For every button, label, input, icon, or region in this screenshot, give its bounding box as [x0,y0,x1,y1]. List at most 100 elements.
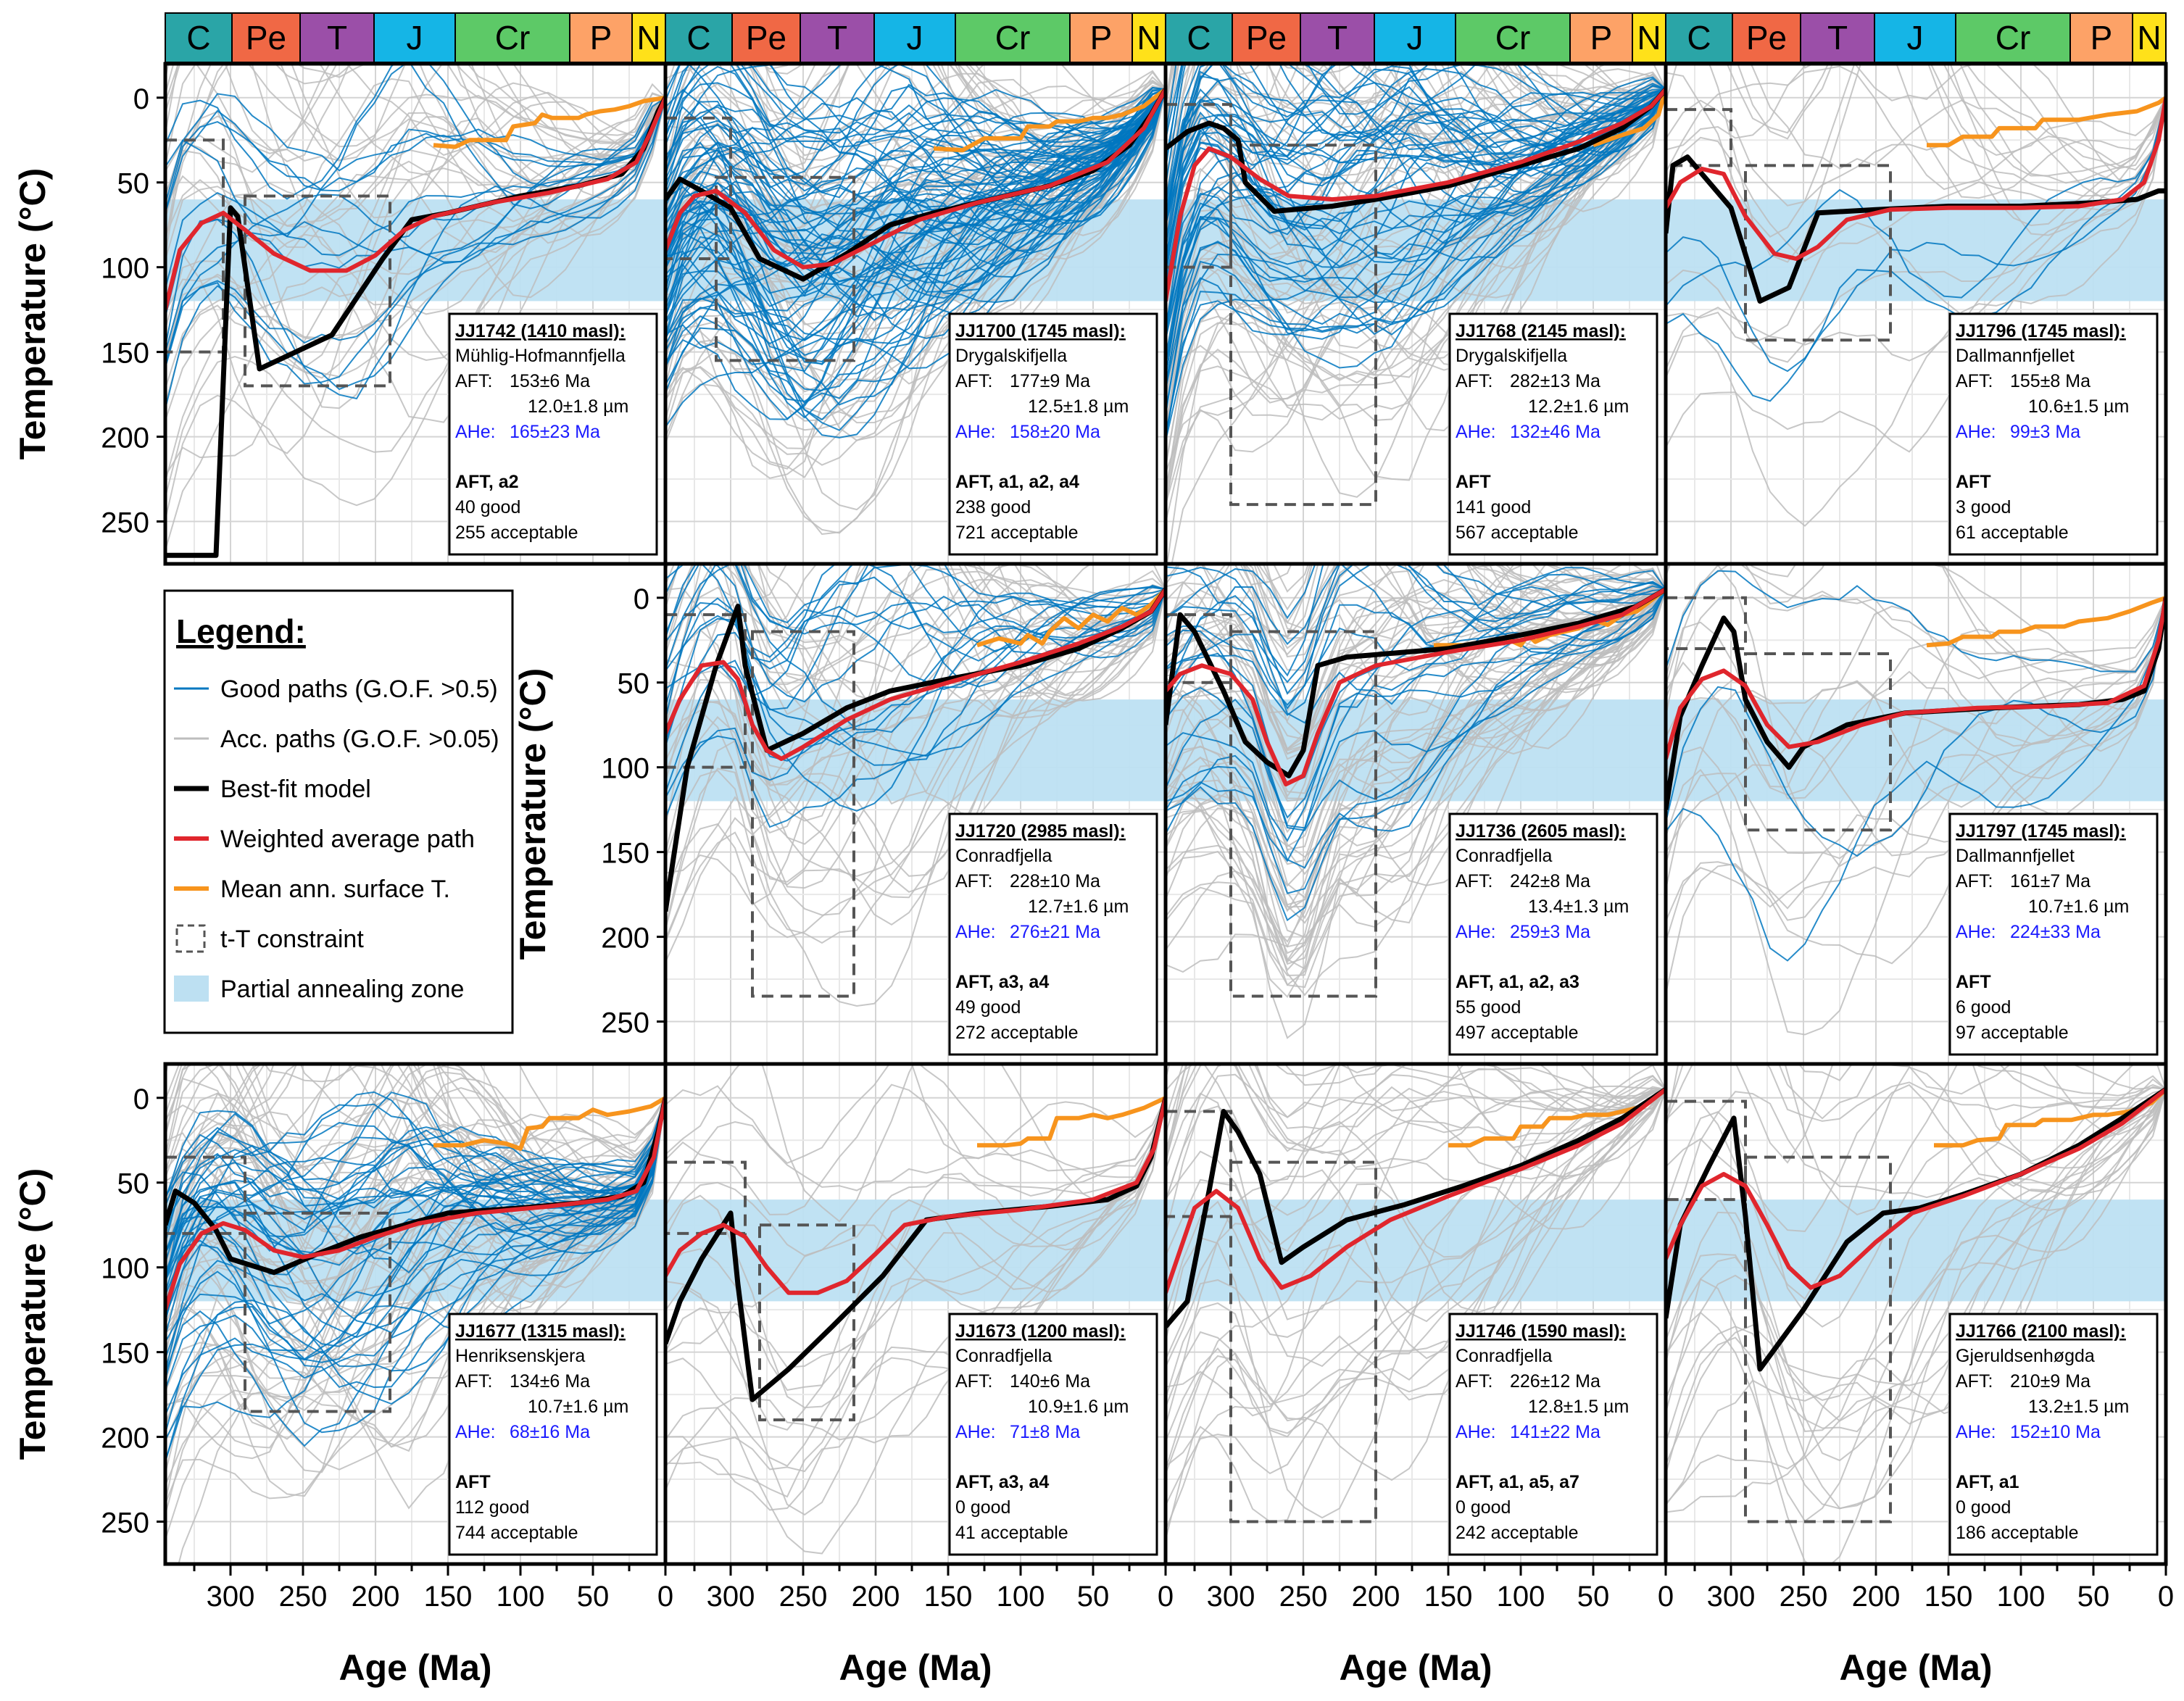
acceptable-path [665,88,1166,536]
x-tick-label: 200 [852,1581,900,1613]
acceptable-path [1166,1085,1666,1360]
period-box [1132,12,1166,63]
x-tick-label: 100 [497,1581,545,1613]
x-tick-label: 250 [279,1581,328,1613]
track-length: 10.7±1.6 µm [528,1397,628,1417]
tT-constraint-box [1229,1160,1377,1523]
y-tick-label: 200 [601,923,649,955]
x-axis-label: Age (Ma) [1339,1647,1492,1688]
good-path [165,1097,665,1273]
acceptable-path [1166,589,1666,964]
ahe-label: AHe: [455,422,496,442]
good-count: 0 good [1456,1497,1511,1518]
legend-item-label: Best-fit model [220,775,371,803]
acceptable-path [1666,97,2166,207]
acceptable-path [1801,64,2166,184]
good-path [165,97,665,385]
y-tick-label: 50 [117,168,150,200]
good-path [1166,68,1666,212]
plot-area [1166,1064,1666,1564]
period-label: J [1407,19,1424,57]
sample-info-box [1448,812,1658,1056]
good-path [665,88,1166,391]
acceptable-count: 242 acceptable [1456,1523,1579,1543]
period-label: C [1687,19,1711,57]
aft-label: AFT: [955,1371,992,1392]
y-tick-label: 250 [101,507,149,539]
aft-label: AFT: [1956,371,1993,391]
acceptable-path [165,1064,665,1263]
aft-label: AFT: [1456,1371,1492,1392]
legend-swatch-paz [174,976,209,1002]
acceptable-path [165,1064,665,1265]
acceptable-path [1666,1089,2166,1238]
acceptable-path [1166,1089,1666,1540]
panels: JJ1742 (1410 masl): Mühlig-Hofmannfjella A… [12,62,2174,1688]
acceptable-path [1666,1089,2166,1513]
acceptable-path [1666,1089,2166,1523]
ahe-label: AHe: [955,922,996,942]
track-length: 12.7±1.6 µm [1028,897,1129,917]
aft-label: AFT: [455,1371,492,1392]
acceptable-path [665,88,1166,431]
ahe-age: 132±46 Ma [1510,422,1600,442]
acceptable-path [665,88,1166,393]
good-path [665,88,1166,247]
sample-info-box [948,1313,1158,1556]
acceptable-path [1798,1064,2166,1097]
best-fit-path [165,1097,665,1276]
panel: JJ1766 (2100 masl): Gjeruldsenhøgda AFT: 21… [1664,1062,2174,1688]
sample-location: Drygalskifjella [1456,346,1567,366]
panel: JJ1796 (1745 masl): Dallmannfjellet AFT: 15… [1664,62,2168,566]
good-path [165,1097,665,1347]
legend-title: Legend: [176,612,306,650]
aft-age: 228±10 Ma [1010,871,1100,891]
acceptable-path [665,1097,1166,1467]
acceptable-path [1243,564,1666,624]
acceptable-path [1666,594,2166,699]
good-path [1166,64,1666,249]
good-path [165,1097,665,1462]
model-name: AFT [1956,472,1991,492]
good-path [1166,82,1666,220]
model-name: AFT [1456,472,1491,492]
panel: JJ1736 (2605 masl): Conradfjella AFT: 242±8… [1163,562,1668,1066]
x-tick-label: 100 [1997,1581,2046,1613]
y-tick-label: 250 [601,1007,649,1039]
sample-info-box [1948,812,2159,1056]
period-box [800,12,875,63]
ahe-label: AHe: [955,422,996,442]
sample-location: Dallmannfjellet [1956,846,2075,866]
acceptable-path [1166,564,1666,658]
period-box [1665,12,1733,63]
partial-annealing-zone [1666,1199,2166,1302]
x-tick-label: 300 [1207,1581,1255,1613]
good-count: 6 good [1956,997,2011,1018]
good-path [665,88,1166,322]
ahe-label: AHe: [1956,422,1996,442]
period-label: P [1090,19,1113,57]
good-path [165,1097,665,1355]
track-length: 10.7±1.6 µm [2028,897,2129,917]
good-path [1166,564,1666,695]
acceptable-path [1166,589,1666,989]
acceptable-path [1166,64,1666,202]
aft-label: AFT: [955,871,992,891]
acceptable-path [1166,1089,1666,1519]
panel: JJ1742 (1410 masl): Mühlig-Hofmannfjella A… [12,62,668,566]
legend-swatch-constraint [175,924,206,953]
tT-constraint-box [1229,144,1377,507]
aft-age: 140±6 Ma [1010,1371,1090,1392]
good-path [1166,589,1666,710]
y-tick-label: 0 [133,83,149,115]
acceptable-count: 567 acceptable [1456,523,1579,543]
acceptable-path [665,1064,1166,1160]
period-label: N [636,19,660,57]
x-tick-label: 300 [1707,1581,1756,1613]
surface-temperature-line [1448,1087,1666,1148]
sample-info-box [1948,312,2159,556]
period-box [1232,12,1301,63]
good-path [665,88,1166,402]
period-label: Cr [1495,19,1531,57]
y-tick-label: 150 [601,838,649,870]
